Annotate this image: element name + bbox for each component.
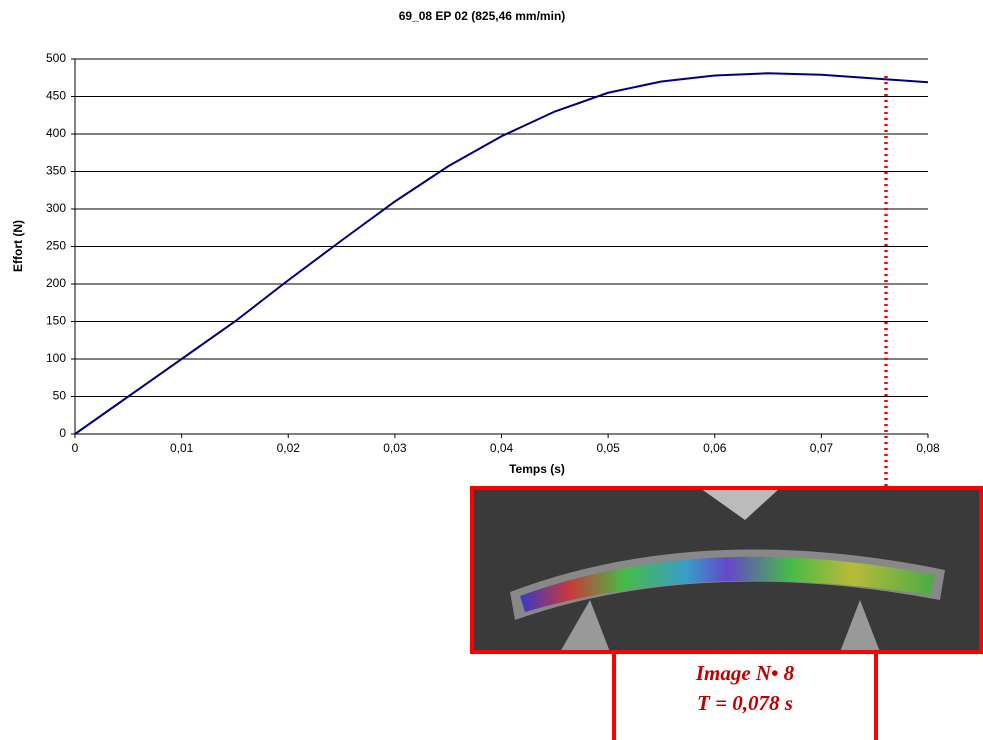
chart-title: 69_08 EP 02 (825,46 mm/min) [399,9,566,23]
strain-image [470,76,983,740]
y-tick-label: 0 [59,426,66,440]
y-tick-label: 500 [46,51,66,65]
y-tick-label: 200 [46,276,66,290]
y-tick-label: 450 [46,89,66,103]
x-tick-label: 0,08 [916,441,940,455]
annotation: T = 0,078 s [697,691,793,715]
x-tick-label: 0,04 [490,441,514,455]
x-tick-label: 0,05 [596,441,620,455]
y-tick-label: 150 [46,314,66,328]
y-tick-label: 400 [46,126,66,140]
y-tick-label: 250 [46,239,66,253]
x-tick-label: 0,03 [383,441,407,455]
x-axis-label: Temps (s) [509,462,565,476]
x-tick-label: 0,01 [170,441,194,455]
data-line [74,72,929,435]
y-tick-label: 50 [53,389,67,403]
x-tick-label: 0,02 [277,441,301,455]
x-tick-label: 0,06 [703,441,727,455]
y-axis-label: Effort (N) [11,220,25,272]
y-tick-label: 300 [46,201,66,215]
x-tick-label: 0 [72,441,79,455]
annotation: Image N• 8 [695,661,795,685]
x-tick-label: 0,07 [810,441,834,455]
y-tick-label: 100 [46,351,66,365]
y-tick-label: 350 [46,164,66,178]
